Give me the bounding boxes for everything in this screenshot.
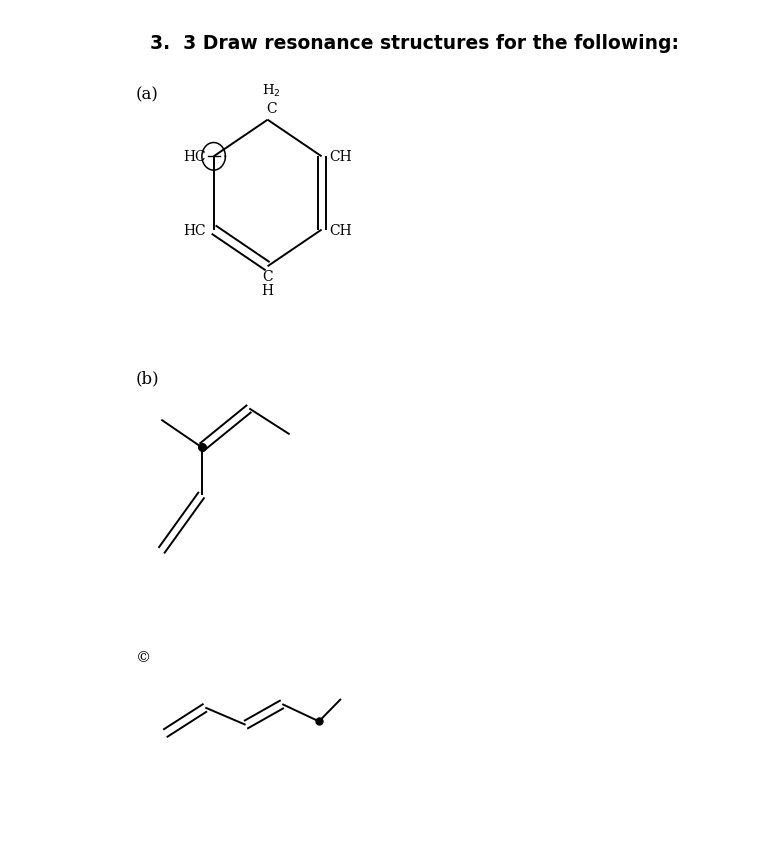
Text: (a): (a)	[136, 86, 159, 103]
Text: C: C	[262, 269, 273, 283]
Text: H: H	[262, 284, 273, 298]
Text: (b): (b)	[136, 370, 159, 387]
Text: ©: ©	[136, 650, 151, 664]
Text: HC: HC	[184, 223, 206, 238]
Text: 3.  3 Draw resonance structures for the following:: 3. 3 Draw resonance structures for the f…	[150, 34, 679, 53]
Text: C: C	[266, 102, 276, 116]
Text: CH: CH	[329, 223, 351, 238]
Text: HC: HC	[184, 150, 206, 164]
Text: CH: CH	[329, 150, 351, 164]
Text: H$_2$: H$_2$	[262, 83, 280, 99]
